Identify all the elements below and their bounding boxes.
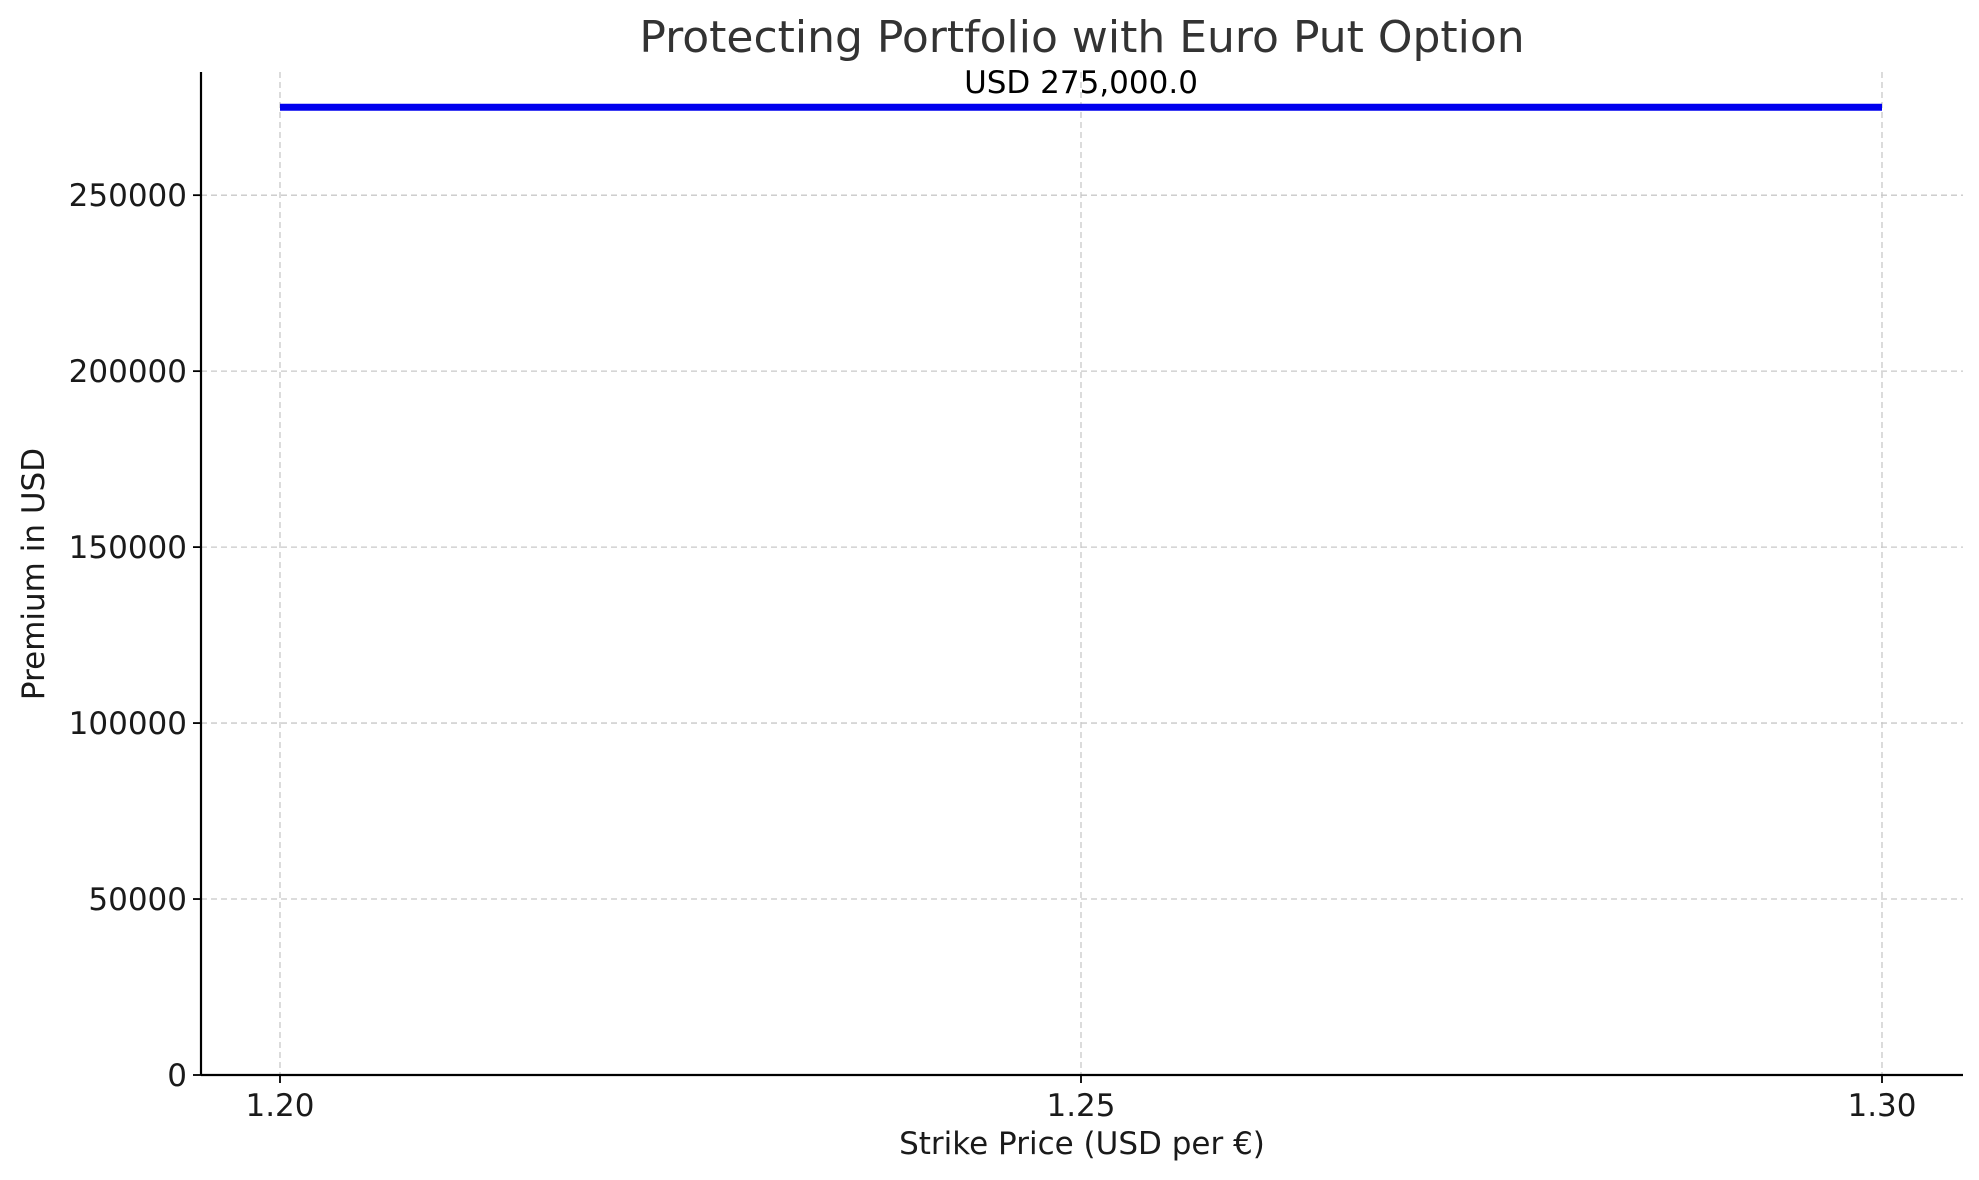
y-tick-label: 250000	[69, 178, 187, 214]
axes	[199, 72, 1963, 1077]
x-axis-label: Strike Price (USD per €)	[899, 1126, 1265, 1162]
chart-title: Protecting Portfolio with Euro Put Optio…	[639, 12, 1524, 63]
y-tick-label: 0	[167, 1058, 187, 1094]
y-tick-label: 150000	[69, 530, 187, 566]
annotations: USD 275,000.0	[964, 65, 1198, 101]
x-tick-label: 1.20	[245, 1088, 314, 1124]
data-label: USD 275,000.0	[964, 65, 1198, 101]
y-axis-label: Premium in USD	[16, 448, 52, 700]
x-tick-label: 1.30	[1847, 1088, 1916, 1124]
y-tick-label: 100000	[69, 706, 187, 742]
y-tick-label: 200000	[69, 354, 187, 390]
y-tick-label: 50000	[88, 882, 187, 918]
grid-lines	[201, 72, 1963, 1075]
tick-labels: 0 50000 100000 150000 200000 250000 1.20 1.25 1.…	[69, 178, 1917, 1124]
x-tick-label: 1.25	[1046, 1088, 1115, 1124]
